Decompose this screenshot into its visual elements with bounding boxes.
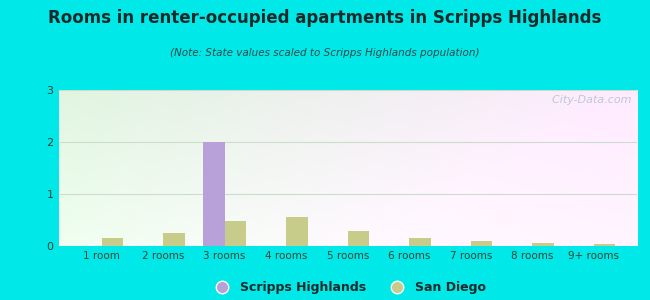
Legend: Scripps Highlands, San Diego: Scripps Highlands, San Diego xyxy=(205,276,491,299)
Bar xyxy=(163,233,185,246)
Bar xyxy=(101,238,123,246)
Text: (Note: State values scaled to Scripps Highlands population): (Note: State values scaled to Scripps Hi… xyxy=(170,48,480,58)
Bar xyxy=(594,244,616,246)
Bar xyxy=(471,241,493,246)
Bar xyxy=(410,238,431,246)
Text: Rooms in renter-occupied apartments in Scripps Highlands: Rooms in renter-occupied apartments in S… xyxy=(48,9,602,27)
Text: City-Data.com: City-Data.com xyxy=(545,95,631,105)
Bar xyxy=(203,142,225,246)
Bar xyxy=(225,221,246,246)
Bar xyxy=(348,231,369,246)
Bar xyxy=(532,243,554,246)
Bar xyxy=(286,218,307,246)
